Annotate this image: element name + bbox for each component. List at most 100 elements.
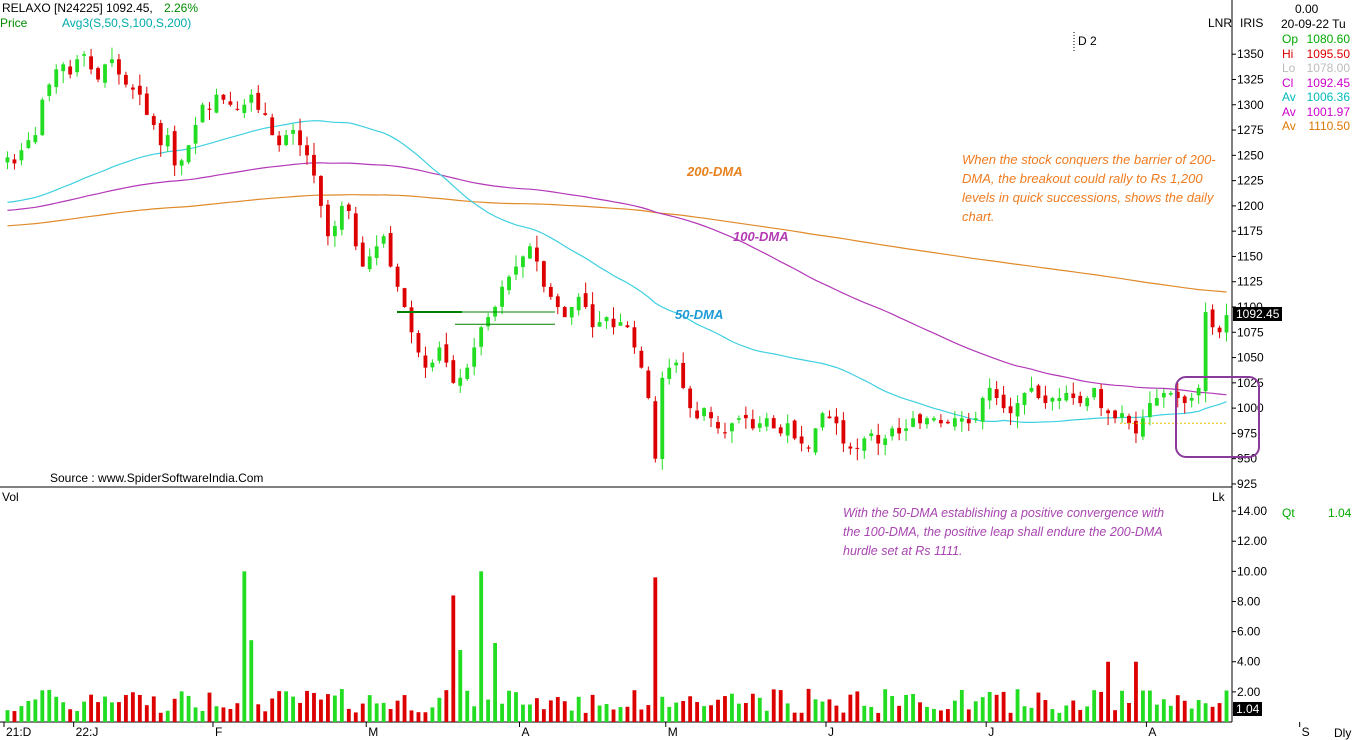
price-tick-label: 1325 — [1237, 72, 1264, 86]
volume-bar — [423, 712, 428, 722]
candle-body — [402, 288, 407, 308]
candle-body — [353, 213, 358, 247]
candle-body — [19, 150, 24, 161]
volume-bar — [1141, 690, 1145, 722]
volume-bar — [980, 697, 985, 722]
volume-bar — [1064, 705, 1069, 722]
volume-bar — [165, 710, 170, 722]
volume-bar — [33, 699, 38, 722]
volume-bar — [395, 700, 400, 722]
candle-body — [1092, 387, 1097, 398]
time-tick-label: J — [988, 725, 994, 739]
candle-body — [158, 123, 163, 146]
candle-body — [918, 414, 922, 424]
volume-bar — [430, 707, 435, 722]
candle-body — [1210, 309, 1215, 328]
volume-bar — [966, 709, 971, 722]
volume-bar — [500, 703, 504, 722]
volume-bar — [876, 712, 881, 722]
volume-bar — [54, 696, 59, 722]
scale-mode-label[interactable]: LNR — [1208, 16, 1233, 30]
volume-bar — [959, 689, 964, 722]
candle-body — [339, 205, 344, 230]
volume-bar — [40, 690, 45, 722]
volume-bar — [904, 694, 909, 722]
source-credit: Source : www.SpiderSoftwareIndia.Com — [50, 471, 264, 485]
frequency-label[interactable]: Dly — [1334, 726, 1352, 740]
volume-bar — [472, 706, 477, 722]
volume-bar — [639, 709, 644, 722]
volume-bar — [151, 696, 156, 722]
volume-bar — [82, 701, 87, 722]
candle-body — [395, 266, 400, 287]
time-tick-label: M — [368, 725, 378, 739]
volume-bar — [590, 694, 595, 722]
candle-body — [1078, 395, 1083, 404]
candle-body — [792, 420, 797, 439]
candle-body — [1057, 398, 1062, 401]
candle-body — [284, 135, 289, 145]
candle-body — [1015, 403, 1020, 417]
candle-body — [883, 438, 888, 446]
volume-bar — [158, 712, 163, 722]
volume-bar — [521, 704, 525, 722]
volume-bar — [534, 698, 539, 722]
volume-bar — [47, 689, 52, 722]
candle-body — [1217, 327, 1222, 333]
candle-body — [1168, 392, 1173, 395]
volume-bar — [96, 702, 100, 722]
candle-body — [1175, 391, 1180, 399]
candle-body — [298, 130, 302, 146]
price-tick-label: 1025 — [1237, 376, 1264, 390]
ohlc-row: Hi 1095.50 — [1282, 47, 1350, 61]
candle-body — [750, 419, 755, 429]
volume-bar — [743, 702, 748, 722]
volume-bar — [270, 698, 275, 722]
candle-body — [5, 157, 10, 163]
candle-body — [256, 92, 261, 110]
dma50-line — [7, 120, 1227, 423]
ohlc-key: Av — [1282, 90, 1296, 104]
volume-tick-label: 2.00 — [1237, 685, 1261, 699]
candle-body — [12, 159, 17, 164]
candle-body — [959, 418, 964, 422]
candle-body — [437, 347, 442, 361]
volume-bar — [200, 710, 205, 722]
volume-bar — [305, 690, 309, 722]
volume-bar — [263, 711, 268, 722]
candle-body — [514, 266, 518, 275]
candle-body — [841, 420, 846, 444]
candle-body — [75, 59, 80, 73]
volume-bar — [298, 702, 302, 722]
volume-tick-label: 8.00 — [1237, 594, 1261, 608]
candle-body — [834, 416, 839, 424]
volume-bar — [1078, 709, 1083, 722]
candle-body — [249, 94, 254, 103]
volume-bar — [1036, 692, 1041, 722]
candle-body — [96, 68, 100, 80]
candle-body — [646, 370, 651, 399]
candle-body — [820, 413, 825, 428]
candle-body — [1008, 406, 1013, 414]
volume-bar — [778, 690, 783, 722]
time-tick-label: S — [1302, 725, 1310, 739]
volume-bar — [646, 705, 651, 722]
candle-body — [764, 418, 769, 427]
volume-bar — [1015, 689, 1020, 722]
volume-bar — [1161, 699, 1166, 722]
volume-bar — [695, 702, 700, 722]
candle-body — [40, 99, 45, 136]
panel-top-value: 0.00 — [1295, 2, 1319, 16]
candle-body — [869, 433, 874, 437]
volume-bar — [12, 711, 17, 722]
volume-bar — [1182, 700, 1187, 722]
candle-body — [736, 418, 741, 420]
volume-bar — [848, 694, 853, 722]
candle-body — [548, 286, 553, 297]
candle-body — [716, 422, 720, 429]
last-volume-tag: 1.04 — [1233, 702, 1263, 716]
candle-body — [827, 416, 832, 419]
candle-body — [632, 327, 637, 348]
volume-bar — [221, 707, 226, 722]
volume-bar — [444, 690, 449, 722]
